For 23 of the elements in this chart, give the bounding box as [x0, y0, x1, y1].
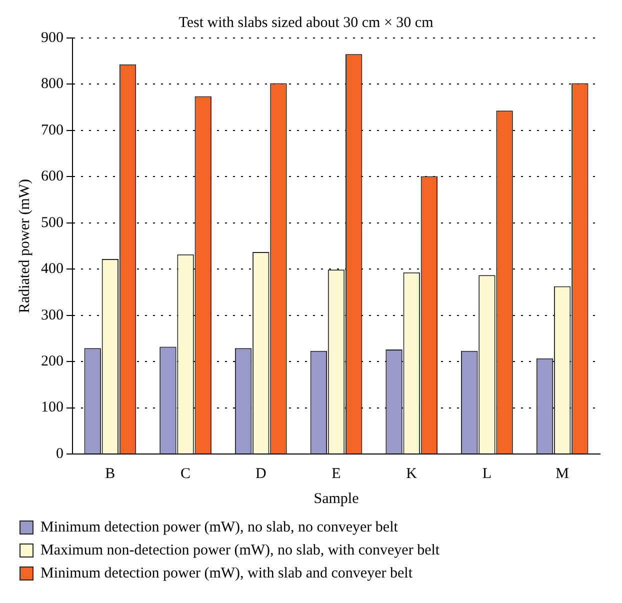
legend-label: Minimum detection power (mW), with slab and conveyer belt: [40, 565, 414, 582]
x-tick-label: E: [332, 466, 341, 482]
y-tick-label: 600: [41, 168, 64, 185]
y-tick-label: 100: [41, 400, 64, 416]
legend-label: Maximum non-detection power (mW), no slab, with conveyer belt: [40, 542, 440, 558]
x-tick-label: L: [482, 466, 492, 482]
x-tick-label: C: [180, 466, 191, 482]
y-tick-label: 0: [56, 446, 64, 462]
y-tick-label: 200: [41, 353, 64, 370]
y-tick-label: 300: [41, 307, 64, 324]
x-tick-label: D: [255, 466, 266, 482]
x-tick-label: B: [105, 466, 116, 482]
legend-label: Minimum detection power (mW), no slab, no conveyer belt: [40, 519, 399, 536]
y-tick-label: 800: [41, 76, 64, 92]
y-axis-title: Radiated power (mW): [16, 178, 33, 314]
x-tick-label: K: [406, 466, 418, 482]
chart-title: Test with slabs sized about 30 cm × 30 cm: [178, 14, 434, 31]
y-tick-label: 500: [41, 214, 64, 231]
y-tick-label: 700: [41, 122, 64, 138]
x-axis-title: Sample: [314, 490, 360, 507]
y-tick-label: 400: [41, 261, 64, 278]
x-tick-label: M: [556, 466, 569, 482]
y-tick-label: 900: [41, 30, 64, 46]
